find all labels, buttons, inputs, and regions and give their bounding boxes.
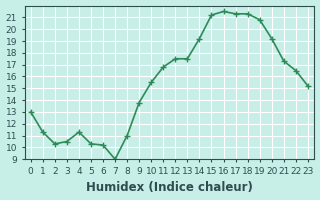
- X-axis label: Humidex (Indice chaleur): Humidex (Indice chaleur): [86, 181, 253, 194]
